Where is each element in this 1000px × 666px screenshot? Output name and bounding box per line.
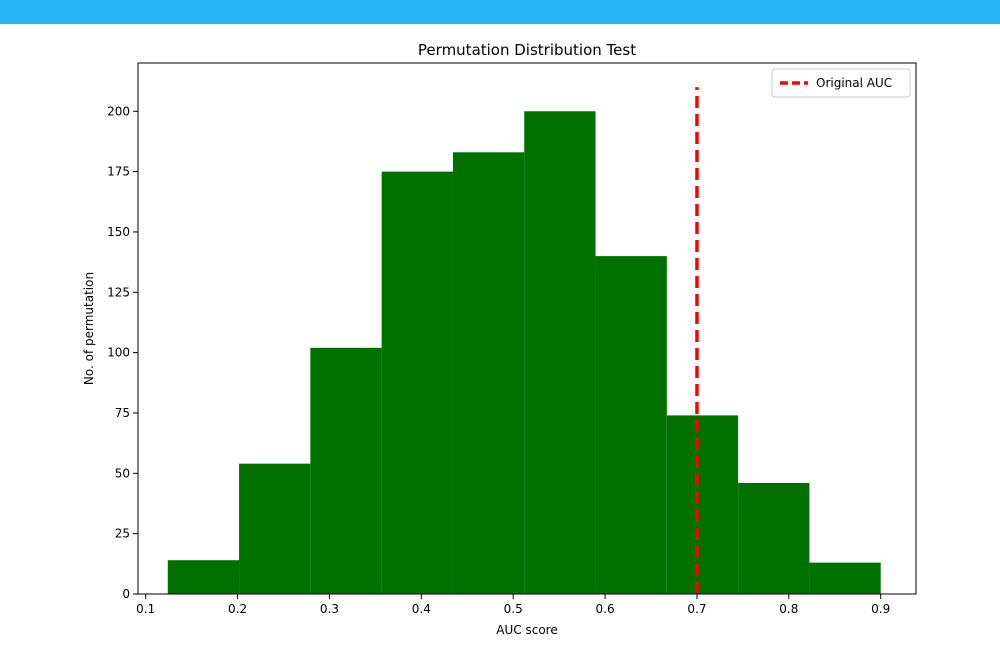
legend-box [771,68,911,98]
x-tick-label: 0.2 [228,602,247,616]
x-tick-label: 0.7 [687,602,706,616]
histogram-bar [167,560,240,594]
top-bar [0,0,1000,24]
histogram-bar [809,562,881,594]
y-tick-label: 125 [107,285,130,299]
legend: Original AUC [771,68,911,98]
y-axis-label: No. of permutation [82,272,96,385]
legend-label: Original AUC [816,76,892,90]
histogram-chart: 0.1 0.2 0.3 0.4 0.5 0.6 0.7 0.8 0.9 0 25 50 75 100 12… [82,41,917,637]
histogram-bar [738,482,810,594]
histogram-bar [595,256,667,594]
y-tick-label: 200 [107,104,130,118]
x-tick-label: 0.3 [320,602,339,616]
x-tick-label: 0.8 [779,602,798,616]
x-axis-ticks: 0.1 0.2 0.3 0.4 0.5 0.6 0.7 0.8 0.9 [136,594,890,616]
histogram-bar [381,171,453,594]
histogram-bar [666,415,739,594]
x-tick-label: 0.4 [412,602,431,616]
x-axis-label: AUC score [496,623,557,637]
x-tick-label: 0.1 [136,602,155,616]
y-tick-label: 0 [122,587,130,601]
x-tick-label: 0.5 [504,602,523,616]
y-tick-label: 100 [107,346,130,360]
x-tick-label: 0.9 [871,602,890,616]
histogram-bar [452,152,525,594]
y-tick-label: 50 [115,466,130,480]
y-tick-label: 25 [115,527,130,541]
x-tick-label: 0.6 [596,602,615,616]
histogram-bars [167,111,881,594]
chart-title: Permutation Distribution Test [418,41,636,59]
y-tick-label: 75 [115,406,130,420]
histogram-bar [239,463,311,594]
chart-figure: 0.1 0.2 0.3 0.4 0.5 0.6 0.7 0.8 0.9 0 25 50 75 100 12… [0,24,1000,666]
y-tick-label: 150 [107,225,130,239]
y-axis-ticks: 0 25 50 75 100 125 150 175 200 [107,104,138,601]
histogram-bar [310,347,382,594]
histogram-bar [524,111,596,594]
y-tick-label: 175 [107,165,130,179]
axes-frame [137,62,917,595]
